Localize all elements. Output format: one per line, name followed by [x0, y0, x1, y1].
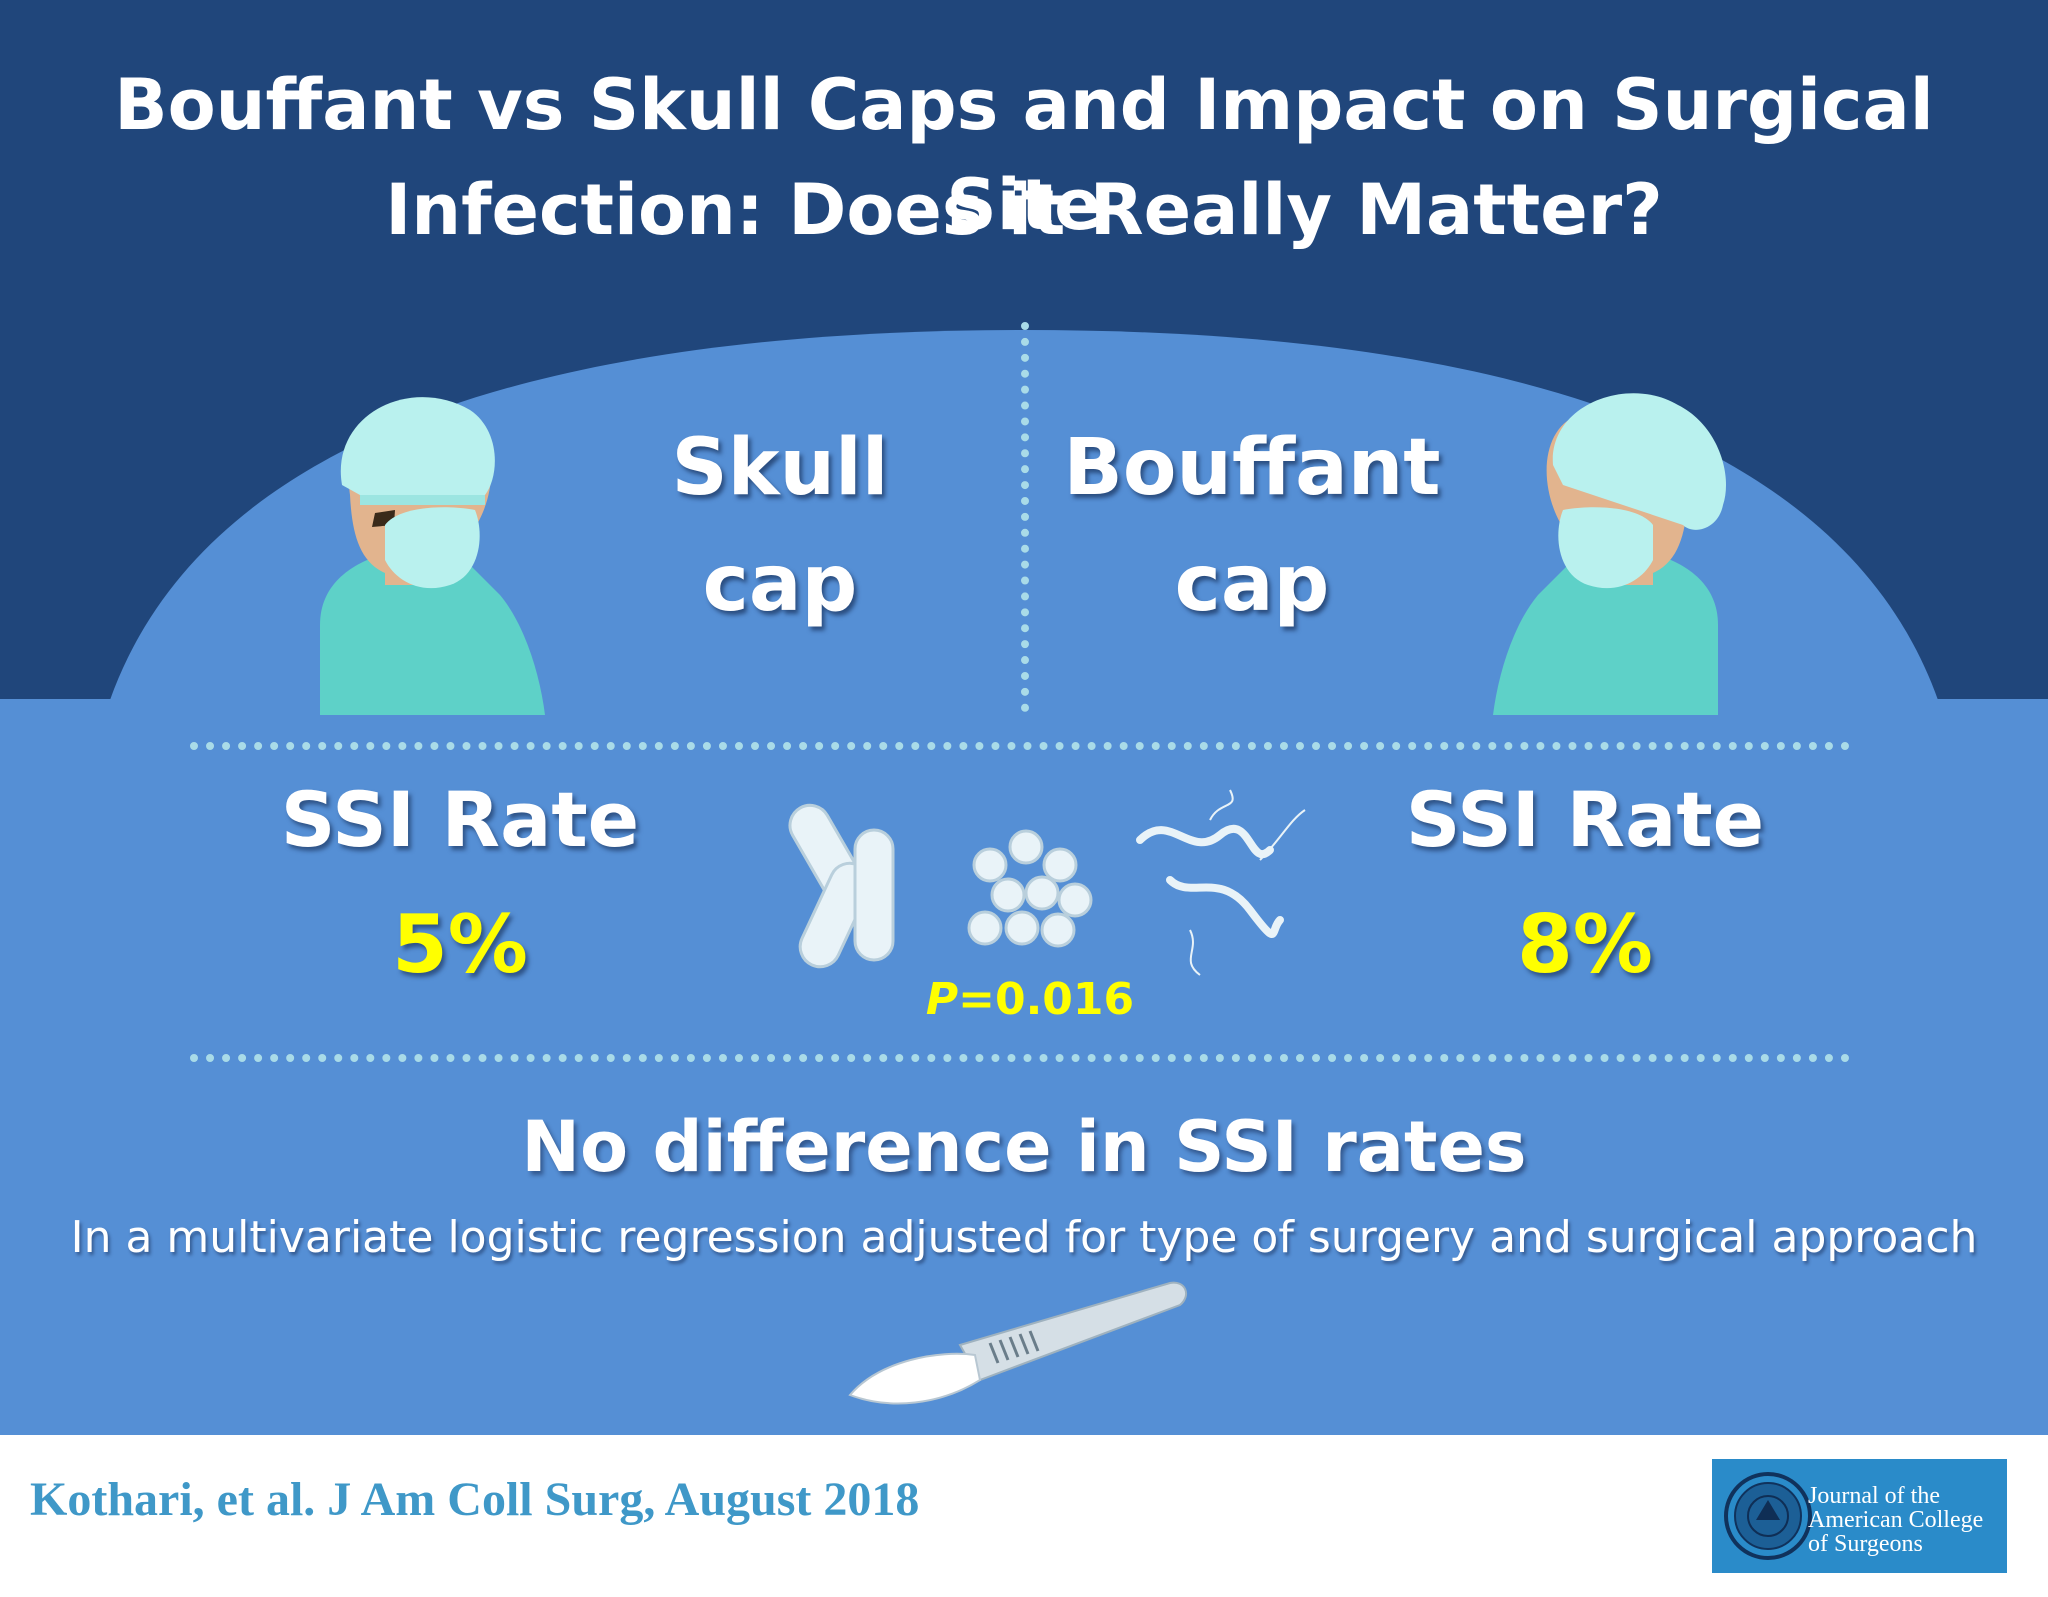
page-title-line-1: Bouffant vs Skull Caps and Impact on Sur… — [114, 64, 1934, 246]
journal-name: Journal of the American College of Surge… — [1808, 1484, 1983, 1556]
skull-ssi-rate-title: SSI Rate — [280, 775, 640, 864]
bouffant-cap-label-line-1: Bouffant — [1063, 423, 1441, 513]
p-value-number: =0.016 — [958, 974, 1135, 1025]
skull-ssi-rate-value: 5% — [392, 898, 528, 991]
conclusion-note: In a multivariate logistic regression ad… — [70, 1212, 1978, 1263]
horizontal-divider-top — [190, 742, 1850, 750]
page-title-line-2: Infection: Does it Really Matter? — [385, 169, 1663, 251]
p-value-prefix: P — [925, 974, 959, 1025]
bouffant-cap-label-line-2: cap — [1174, 539, 1330, 629]
journal-name-line-2: American College — [1808, 1507, 1984, 1533]
journal-name-line-1: Journal of the — [1808, 1483, 1940, 1509]
journal-name-line-3: of Surgeons — [1808, 1531, 1923, 1557]
bacteria-icon — [788, 789, 1306, 976]
skull-cap-label: Skull cap — [540, 410, 1020, 642]
horizontal-divider-bottom — [190, 1054, 1850, 1062]
citation: Kothari, et al. J Am Coll Surg, August 2… — [30, 1473, 920, 1526]
p-value: P=0.016 — [860, 970, 1200, 1030]
vertical-divider — [1021, 322, 1029, 712]
surgeon-bouffant-cap-icon — [1493, 393, 1726, 715]
journal-seal-icon — [1724, 1472, 1812, 1560]
surgeon-skull-cap-icon — [320, 397, 545, 715]
skull-cap-label-line-1: Skull — [671, 423, 889, 513]
scalpel-icon — [848, 1281, 1188, 1405]
footer — [0, 1435, 2048, 1597]
bouffant-ssi-rate-title: SSI Rate — [1405, 775, 1765, 864]
bouffant-ssi-rate-value: 8% — [1517, 898, 1653, 991]
content-band — [0, 699, 2048, 1435]
skull-cap-label-line-2: cap — [702, 539, 858, 629]
bouffant-cap-label: Bouffant cap — [1012, 410, 1492, 642]
conclusion-headline: No difference in SSI rates — [521, 1106, 1527, 1188]
